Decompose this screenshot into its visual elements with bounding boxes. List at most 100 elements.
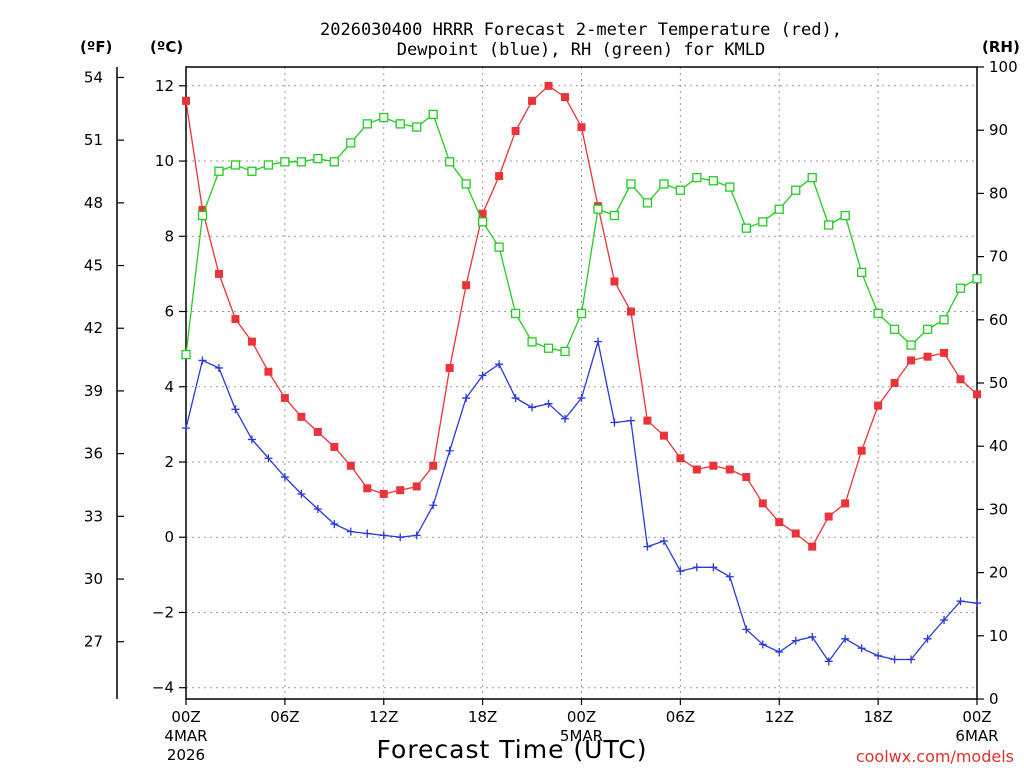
rh-point	[856, 267, 867, 278]
x-tick-label: 00Z	[171, 708, 200, 726]
x-tick-date-label: 5MAR	[560, 727, 603, 745]
x-tick-year-label: 2026	[167, 746, 205, 764]
temperature-point	[313, 427, 322, 436]
axes	[116, 66, 978, 700]
fahrenheit-unit-label: (ºF)	[80, 38, 112, 56]
rh-point	[477, 217, 488, 227]
rh-point	[313, 153, 323, 164]
celsius-tick-label: 0	[164, 528, 174, 546]
rh-point	[774, 204, 784, 214]
rh-point	[230, 160, 241, 170]
temperature-point	[923, 352, 932, 361]
celsius-tick-label: 4	[164, 378, 174, 396]
fahrenheit-tick-label: 42	[84, 319, 103, 337]
rh-point	[181, 349, 191, 360]
rh-point	[955, 283, 966, 293]
rh-point	[280, 157, 290, 167]
dewpoint-point	[231, 405, 240, 414]
x-axis-title: Forecast Time (UTC)	[377, 735, 648, 764]
rh-point	[197, 210, 208, 221]
temperature-point	[742, 473, 751, 482]
dewpoint-point	[890, 655, 899, 664]
temperature-point	[626, 307, 635, 316]
rh-point	[445, 157, 455, 167]
dewpoint-point	[577, 394, 586, 403]
rh-tick-label: 50	[989, 374, 1008, 392]
rh-point	[560, 346, 570, 357]
temperature-point	[577, 123, 586, 132]
rh-point	[972, 274, 982, 284]
temperature-point	[874, 401, 883, 410]
dewpoint-point	[808, 632, 817, 641]
dewpoint-point	[412, 531, 421, 540]
rh-point	[642, 198, 653, 208]
dewpoint-point	[462, 394, 471, 403]
temperature-point	[692, 465, 701, 474]
temperature-point	[857, 446, 866, 455]
temperature-point	[841, 499, 850, 508]
temperature-point	[610, 277, 619, 286]
rh-point	[725, 182, 735, 192]
temperature-point	[544, 81, 553, 90]
rh-tick-label: 10	[989, 627, 1008, 645]
dewpoint-point	[610, 418, 619, 427]
x-tick-label: 00Z	[962, 708, 991, 726]
rh-point	[906, 340, 916, 350]
dewpoint-point	[742, 625, 751, 634]
celsius-tick-label: 6	[164, 303, 174, 321]
dewpoint-point	[346, 527, 355, 536]
dewpoint-point	[264, 454, 273, 463]
credit-text: coolwx.com/models	[856, 747, 1014, 766]
rh-point	[379, 112, 389, 123]
rh-point	[461, 179, 471, 189]
temperature-point	[297, 412, 306, 421]
temperature-point	[214, 269, 223, 278]
rh-point	[873, 308, 883, 319]
rh-point	[791, 185, 801, 195]
x-tick-date-label: 6MAR	[955, 727, 998, 745]
dewpoint-point	[198, 356, 207, 365]
rh-point	[675, 185, 686, 195]
rh-unit-label: (RH)	[982, 38, 1020, 56]
temperature-point	[561, 93, 570, 102]
fahrenheit-tick-label: 51	[84, 131, 103, 149]
fahrenheit-tick-label: 36	[84, 445, 103, 463]
temperature-point	[478, 209, 487, 218]
rh-tick-label: 40	[989, 437, 1008, 455]
temperature-point	[643, 416, 652, 425]
celsius-unit-label: (ºC)	[150, 38, 183, 56]
rh-tick-label: 80	[989, 184, 1008, 202]
rh-tick-label: 90	[989, 121, 1008, 139]
rh-tick-label: 20	[989, 564, 1008, 582]
dewpoint-point	[841, 634, 850, 643]
temperature-point	[907, 356, 916, 365]
rh-point	[807, 172, 817, 183]
dewpoint-point	[363, 529, 372, 538]
temperature-point	[280, 394, 289, 403]
dewpoint-point	[791, 636, 800, 645]
rh-tick-label: 100	[989, 58, 1018, 76]
rh-point	[758, 217, 768, 227]
dewpoint-point	[874, 651, 883, 660]
rh-point	[329, 157, 339, 167]
x-tick-label: 18Z	[863, 708, 892, 726]
temperature-point	[462, 281, 471, 290]
rh-series	[181, 109, 982, 360]
temperature-point	[824, 512, 833, 521]
dewpoint-point	[775, 647, 784, 656]
rh-point	[593, 204, 603, 214]
temperature-point	[659, 431, 668, 440]
rh-point	[346, 138, 356, 148]
x-tick-date-label: 4MAR	[164, 727, 207, 745]
fahrenheit-tick-label: 33	[84, 507, 103, 525]
temperature-point	[182, 96, 190, 105]
celsius-tick-label: 10	[155, 152, 174, 170]
rh-point	[576, 308, 587, 319]
celsius-tick-label: −4	[152, 679, 174, 697]
dewpoint-point	[940, 616, 949, 624]
dewpoint-point	[495, 360, 504, 369]
temperature-point	[379, 489, 388, 498]
dewpoint-point	[758, 640, 767, 649]
rh-point	[395, 119, 405, 129]
